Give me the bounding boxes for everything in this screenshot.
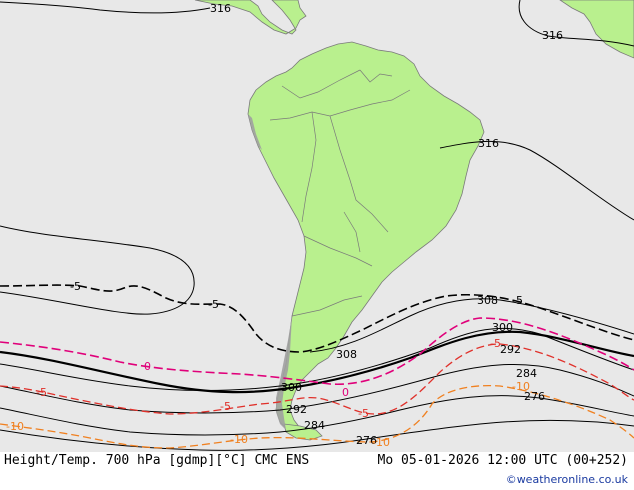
- temp-label-neg10: -10: [372, 436, 390, 449]
- temp-label-neg10: -10: [6, 420, 24, 433]
- height-label: 292: [286, 403, 307, 416]
- map-title: Height/Temp. 700 hPa [gdmp][°C] CMC ENS: [4, 453, 310, 468]
- temp-label-neg5-red: -5: [36, 386, 47, 399]
- temp-contour-neg10-orange: [0, 384, 634, 449]
- temp-label-neg10: -10: [230, 433, 248, 446]
- country-borders: [269, 69, 411, 317]
- height-label: 300: [281, 381, 302, 394]
- height-label: 308: [477, 294, 498, 307]
- height-label: 316: [210, 2, 231, 15]
- temp-label-0: 0: [342, 386, 349, 399]
- temp-label-neg5-black: -5: [70, 280, 81, 293]
- map-datetime: Mo 05-01-2026 12:00 UTC (00+252): [377, 453, 628, 468]
- height-label: 284: [516, 367, 537, 380]
- temp-label-neg5-red: -5: [490, 337, 501, 350]
- landmass-central-america: [194, 0, 307, 35]
- temp-label-0: 0: [144, 360, 151, 373]
- temp-label-neg10: -10: [512, 380, 530, 393]
- height-label: 284: [304, 419, 325, 432]
- andes-terrain-north: [248, 114, 262, 150]
- temp-contour-neg5-black: [0, 284, 634, 353]
- temp-label-neg5-red: -5: [358, 407, 369, 420]
- height-label: 308: [336, 348, 357, 361]
- height-label: 300: [492, 321, 513, 334]
- temp-label-neg5-black: -5: [208, 298, 219, 311]
- map-footer: Height/Temp. 700 hPa [gdmp][°C] CMC ENS …: [0, 452, 634, 490]
- height-label: 316: [478, 137, 499, 150]
- height-label: 316: [542, 29, 563, 42]
- landmass-south-america: [247, 41, 485, 435]
- temp-label-neg5-red: -5: [220, 400, 231, 413]
- landmass-caribbean-island: [559, 0, 634, 59]
- temp-contour-neg5-red: [0, 343, 634, 415]
- temp-contour-0-magenta: [0, 317, 634, 386]
- temperature-labels: -5 -5 -5 0 0 -5 -5 -5 -5 -10 -10 -10 -10: [6, 280, 530, 449]
- height-labels: 316 316 316 308 308 300 300 292 292 284 …: [210, 2, 563, 447]
- height-label: 276: [524, 390, 545, 403]
- temp-label-neg5-black: -5: [512, 294, 523, 307]
- height-label: 292: [500, 343, 521, 356]
- site-credit-link[interactable]: ©weatheronline.co.uk: [505, 473, 628, 486]
- height-label: 276: [356, 434, 377, 447]
- landmass-tierra-del-fuego: [283, 423, 323, 441]
- height-contour-300-thick: [0, 330, 634, 394]
